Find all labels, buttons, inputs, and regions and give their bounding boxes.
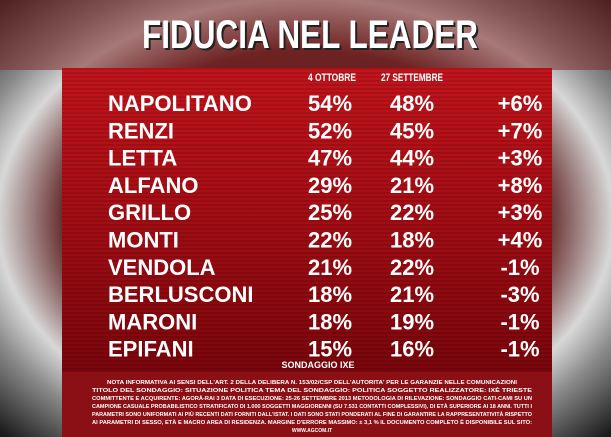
value: 16% <box>390 337 434 362</box>
value: 21% <box>390 282 434 307</box>
note-line: AI PARAMETRI DI SESSO, ETÀ E MACRO AREA … <box>92 418 532 426</box>
value: 18% <box>390 228 434 253</box>
change: +6% <box>498 91 543 116</box>
value: 15% <box>308 337 352 362</box>
change: +4% <box>498 228 543 253</box>
note-line: TITOLO DEL SONDAGGIO: SITUAZIONE POLITIC… <box>92 386 533 394</box>
value: 25% <box>308 200 352 225</box>
note: NOTA INFORMATIVA AI SENSI DELL'ART. 2 DE… <box>92 380 533 434</box>
value: 18% <box>308 309 352 334</box>
change: +7% <box>498 118 543 143</box>
value: 48% <box>390 91 434 116</box>
leader-name: ALFANO <box>108 173 198 198</box>
title: FIDUCIA NEL LEADER <box>142 13 478 57</box>
title-shadow: FIDUCIA NEL LEADER <box>144 15 480 59</box>
change: +3% <box>498 146 543 171</box>
note-line: WWW.AGCOM.IT <box>292 428 332 434</box>
change: +8% <box>498 173 543 198</box>
value: 18% <box>308 282 352 307</box>
leader-name: GRILLO <box>108 200 191 225</box>
change: +3% <box>498 200 543 225</box>
leader-name: VENDOLA <box>108 255 216 280</box>
leader-name: MONTI <box>108 228 179 253</box>
top-band <box>0 0 611 70</box>
note-band <box>62 372 552 437</box>
leader-name: BERLUSCONI <box>108 282 253 307</box>
change: -1% <box>500 337 539 362</box>
value: 22% <box>390 200 434 225</box>
value: 21% <box>308 255 352 280</box>
source: SONDAGGIO IXE <box>281 360 354 370</box>
leader-name: MARONI <box>108 309 197 334</box>
value: 44% <box>390 146 434 171</box>
value: 29% <box>308 173 352 198</box>
change: -1% <box>500 255 539 280</box>
note-line: COMMITTENTE E ACQUIRENTE: AGORÀ-RAI 3 DA… <box>92 395 532 402</box>
value: 54% <box>308 91 352 116</box>
change: -3% <box>500 282 539 307</box>
table: 4 OTTOBRE 27 SETTEMBRE NAPOLITANO 54% 48% +6%… <box>108 72 542 362</box>
change: -1% <box>500 309 539 334</box>
leader-name: LETTA <box>108 146 177 171</box>
value: 45% <box>390 118 434 143</box>
note-line: NOTA INFORMATIVA AI SENSI DELL'ART. 2 DE… <box>107 380 518 386</box>
value: 47% <box>308 146 352 171</box>
value: 52% <box>308 118 352 143</box>
value: 19% <box>390 309 434 334</box>
value: 21% <box>390 173 434 198</box>
column-header: 27 SETTEMBRE <box>381 72 443 84</box>
leader-name: NAPOLITANO <box>108 91 252 116</box>
leader-name: EPIFANI <box>108 337 194 362</box>
leader-name: RENZI <box>108 118 174 143</box>
note-line: CAMPIONE CASUALE PROBABILISTICO STRATIFI… <box>92 403 533 410</box>
column-header: 4 OTTOBRE <box>308 72 356 84</box>
value: 22% <box>390 255 434 280</box>
note-line: PARAMETRI SONO UNIFORMATI AI PIÙ RECENTI… <box>92 411 532 418</box>
value: 22% <box>308 228 352 253</box>
panel-texture <box>62 68 552 373</box>
